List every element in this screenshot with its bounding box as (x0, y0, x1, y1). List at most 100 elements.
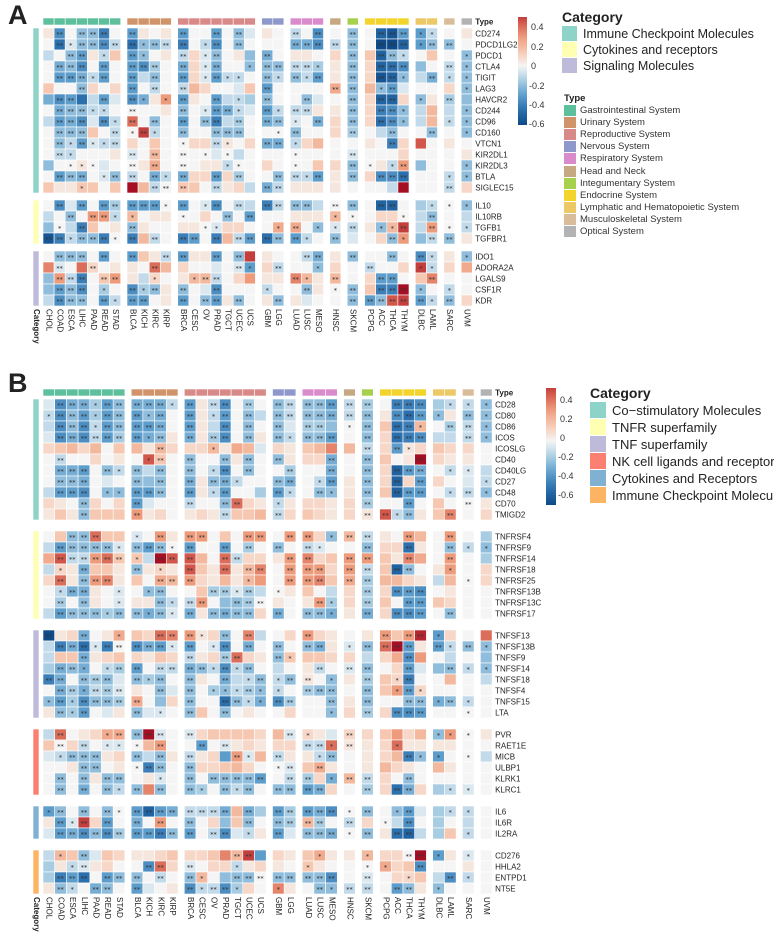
significance-stars: * (102, 108, 106, 116)
significance-stars: * (147, 589, 151, 597)
heatmap-cell (261, 159, 274, 172)
heatmap-cell (480, 607, 493, 620)
significance-stars: ** (406, 644, 413, 652)
heatmap-cell (244, 71, 256, 84)
significance-stars: ** (81, 611, 88, 619)
heatmap-cell (272, 552, 285, 565)
legend-swatch (590, 419, 606, 435)
heatmap-cell (137, 137, 150, 150)
significance-stars: ** (417, 864, 424, 872)
significance-stars: ** (101, 236, 108, 244)
significance-stars: * (419, 42, 423, 50)
heatmap-cell (160, 27, 172, 40)
significance-stars: ** (68, 119, 75, 127)
heatmap-cell (300, 115, 313, 128)
heatmap-cell (283, 541, 297, 554)
significance-stars: ** (247, 214, 254, 222)
significance-stars: ** (222, 490, 229, 498)
heatmap-cell (379, 662, 392, 675)
heatmap-cell (289, 49, 302, 62)
significance-stars: ** (213, 236, 220, 244)
type-annotation-cell (199, 17, 212, 26)
significance-stars: * (448, 203, 452, 211)
column-label: KICH (145, 897, 154, 916)
significance-stars: ** (112, 174, 119, 182)
heatmap-cell (325, 882, 338, 895)
significance-stars: ** (56, 130, 63, 138)
significance-stars: * (80, 185, 84, 193)
significance-stars: ** (129, 53, 136, 61)
significance-stars: ** (57, 435, 64, 443)
heatmap-cell (42, 294, 55, 307)
significance-stars: ** (213, 42, 220, 50)
heatmap-cell (301, 849, 315, 862)
row-label: CD86 (495, 423, 516, 432)
heatmap-cell (390, 453, 404, 466)
significance-stars: ** (81, 413, 88, 421)
significance-stars: * (369, 163, 373, 171)
significance-stars: ** (157, 765, 164, 773)
legend-item: Urinary System (564, 117, 645, 129)
heatmap-cell (432, 574, 445, 587)
heatmap-cell (42, 93, 55, 106)
significance-stars: ** (57, 809, 64, 817)
significance-stars: ** (57, 831, 64, 839)
column-label: HNSC (345, 897, 354, 920)
significance-stars: * (135, 743, 139, 751)
heatmap-cell (254, 761, 267, 774)
column-label: TGCT (233, 897, 242, 919)
heatmap-cell (300, 221, 313, 234)
heatmap-panel-a: Type** ** ** ** ** ** ** ** ** ** ** ** ** ** * * CD274*… (32, 18, 518, 345)
heatmap-cell (444, 706, 457, 719)
column-label: SARC (464, 897, 473, 919)
significance-stars: ** (264, 86, 271, 94)
significance-stars: ** (46, 633, 53, 641)
significance-stars: ** (104, 424, 111, 432)
significance-stars: ** (406, 468, 413, 476)
significance-stars: ** (69, 754, 76, 762)
significance-stars: * (94, 402, 98, 410)
heatmap-cell (112, 849, 126, 862)
heatmap-cell (142, 475, 155, 488)
significance-stars: ** (364, 413, 371, 421)
significance-stars: ** (157, 864, 164, 872)
heatmap-cell (64, 221, 77, 234)
heatmap-cell (343, 860, 356, 873)
heatmap-cell (166, 585, 179, 598)
significance-stars: ** (317, 875, 324, 883)
heatmap-cell (101, 475, 114, 488)
significance-stars: ** (210, 776, 217, 784)
significance-stars: ** (389, 119, 396, 127)
heatmap-cell (77, 882, 91, 895)
significance-stars: ** (315, 31, 322, 39)
heatmap-cell (375, 126, 388, 139)
heatmap-cell (261, 148, 274, 161)
heatmap-cell (188, 137, 201, 150)
significance-stars: * (396, 688, 400, 696)
heatmap-cell (397, 199, 410, 212)
heatmap-cell (244, 283, 256, 296)
heatmap-cell (232, 221, 245, 234)
legend-swatch (564, 201, 576, 213)
significance-stars: * (259, 699, 263, 707)
heatmap-cell (42, 607, 55, 620)
row-label: TNFSF14 (495, 665, 530, 674)
heatmap-cell (219, 849, 232, 862)
significance-stars: ** (116, 424, 123, 432)
significance-stars: ** (180, 163, 187, 171)
heatmap-cell (195, 640, 208, 653)
type-annotation-cell (346, 17, 359, 26)
heatmap-cell (301, 497, 315, 510)
heatmap-cell (261, 261, 274, 274)
heatmap-cell (414, 651, 427, 664)
heatmap-cell (364, 60, 377, 73)
significance-stars: ** (134, 468, 141, 476)
significance-stars: ** (275, 512, 282, 520)
colorbar-tick: -0.2 (529, 80, 545, 91)
significance-stars: * (380, 86, 384, 94)
heatmap-cell (154, 508, 167, 521)
significance-stars: ** (56, 108, 63, 116)
category-axis-label: Category (32, 309, 41, 344)
significance-stars: ** (305, 402, 312, 410)
heatmap-cell (375, 148, 388, 161)
